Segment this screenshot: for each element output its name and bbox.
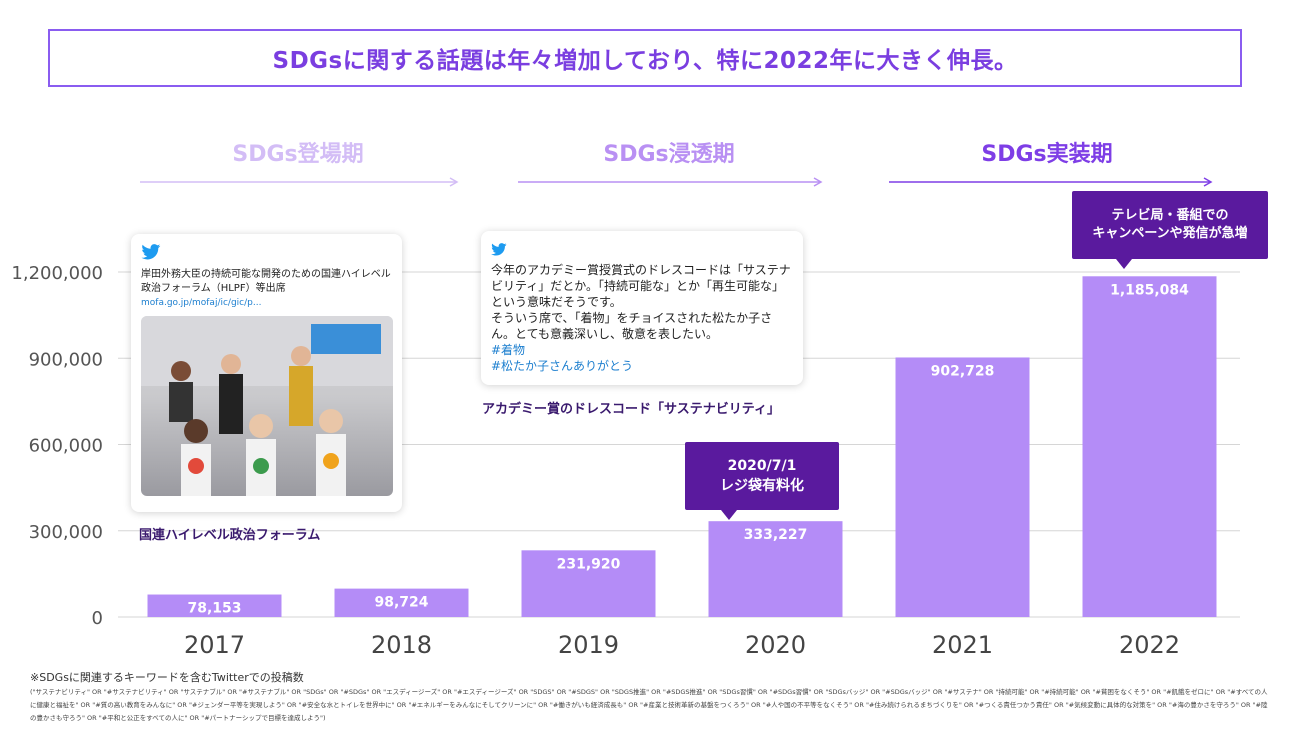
x-tick-label: 2021 (932, 631, 993, 659)
y-tick-label: 600,000 (29, 436, 103, 457)
phase-arrow-emergence-head (449, 177, 459, 187)
bar (1082, 276, 1217, 617)
bar (334, 588, 469, 617)
callout-2022-line2: キャンペーンや発信が急増 (1092, 226, 1248, 241)
tweet-card-academy[interactable]: 今年のアカデミー賞授賞式のドレスコードは「サステナビリティ」だとか。「持続可能な… (481, 231, 803, 385)
bar (521, 550, 656, 617)
x-tick-label: 2020 (745, 631, 806, 659)
bar-value-label: 902,728 (931, 363, 995, 379)
callout-2020-text: レジ袋有料化 (720, 478, 804, 494)
caption-academy: アカデミー賞のドレスコード「サステナビリティ」 (482, 402, 780, 417)
twitter-bird-icon (491, 243, 507, 256)
y-tick-label: 900,000 (29, 349, 103, 370)
event-photo-illustration (141, 316, 393, 496)
bar-value-label: 1,185,084 (1110, 282, 1189, 298)
footnote-body: ("サステナビリティ" OR "#サステナビリティ" OR "サステナブル" O… (30, 688, 1268, 722)
bar-value-label: 78,153 (187, 601, 241, 617)
tweet-text: 岸田外務大臣の持続可能な開発のための国連ハイレベル政治フォーラム（HLPF）等出… (141, 269, 391, 294)
x-tick-label: 2019 (558, 631, 619, 659)
hashtag-thanks[interactable]: #松たか子さんありがとう (491, 359, 634, 373)
phase-label-implementation: SDGs実装期 (981, 142, 1113, 167)
phase-label-penetration: SDGs浸透期 (603, 142, 735, 167)
bar (895, 357, 1030, 617)
y-tick-label: 1,200,000 (11, 263, 103, 284)
x-tick-label: 2017 (184, 631, 245, 659)
x-tick-label: 2022 (1119, 631, 1180, 659)
callout-2022-line1: テレビ局・番組での (1111, 208, 1229, 223)
bar-value-label: 231,920 (557, 556, 621, 572)
callout-2020: 2020/7/1 レジ袋有料化 (685, 442, 839, 520)
bar (147, 594, 282, 617)
headline-box: SDGsに関する話題は年々増加しており、特に2022年に大きく伸長。 (48, 29, 1242, 87)
tweet-card-hlpf[interactable]: 岸田外務大臣の持続可能な開発のための国連ハイレベル政治フォーラム（HLPF）等出… (131, 234, 402, 512)
phase-arrow-implementation-head (1203, 177, 1213, 187)
bar-value-label: 333,227 (744, 527, 808, 543)
headline: SDGsに関する話題は年々増加しており、特に2022年に大きく伸長。 (272, 48, 1018, 74)
tweet-text: 今年のアカデミー賞授賞式のドレスコードは「サステナビリティ」だとか。「持続可能な… (491, 263, 791, 341)
callout-2022: テレビ局・番組での キャンペーンや発信が急増 (1072, 191, 1268, 269)
tweet-link[interactable]: mofa.go.jp/mofaj/ic/gic/p... (141, 298, 262, 308)
y-tick-label: 0 (92, 608, 103, 629)
caption-hlpf: 国連ハイレベル政治フォーラム (139, 528, 321, 543)
phase-arrow-penetration-head (813, 177, 823, 187)
hashtag-kimono[interactable]: #着物 (491, 343, 526, 357)
footnote-title: ※SDGsに関連するキーワードを含むTwitterでの投稿数 (30, 671, 304, 684)
bar (708, 521, 843, 617)
phase-label-emergence: SDGs登場期 (232, 142, 364, 167)
bar-value-label: 98,724 (374, 595, 428, 611)
y-tick-label: 300,000 (29, 522, 103, 543)
tweet-photo (141, 316, 393, 496)
callout-2020-date: 2020/7/1 (727, 458, 797, 474)
x-tick-label: 2018 (371, 631, 432, 659)
twitter-bird-icon (141, 244, 161, 260)
